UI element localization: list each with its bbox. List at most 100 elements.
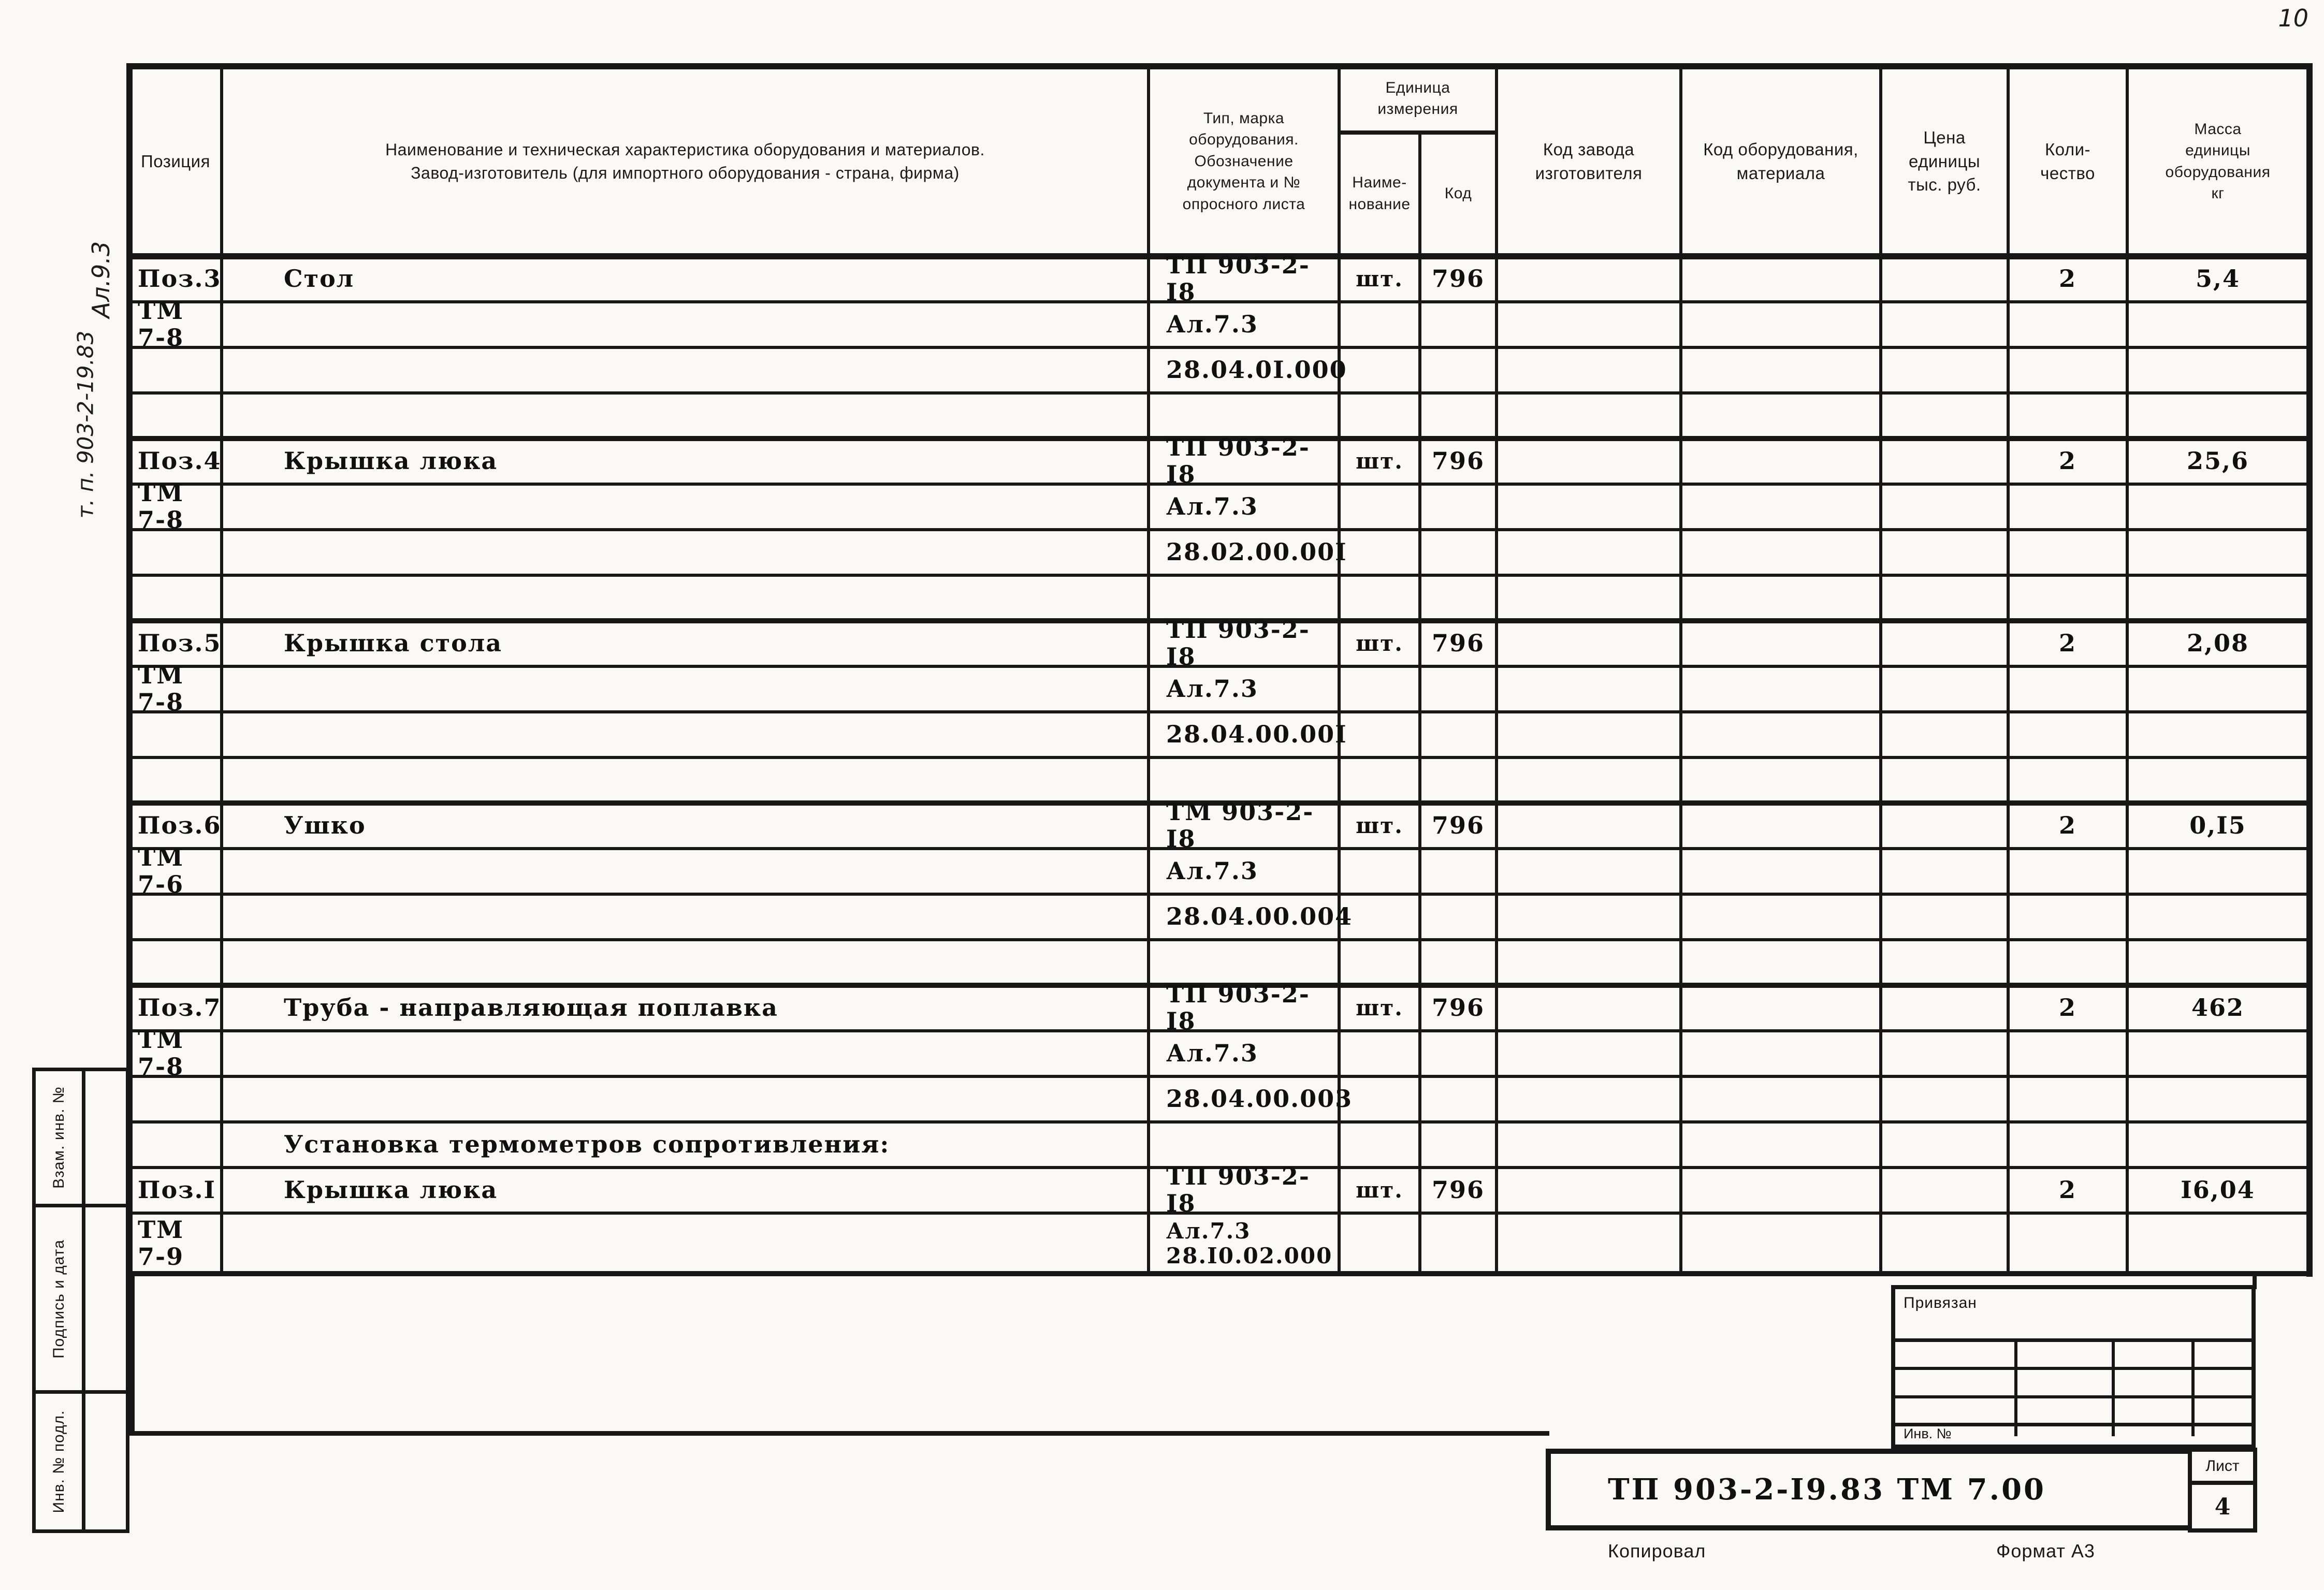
cell-mass: 5,4	[2195, 265, 2241, 293]
table-grid-line	[126, 63, 133, 1277]
cell-pos: Поз.I	[138, 1176, 216, 1204]
table-grid-line	[129, 847, 2308, 850]
sheet-label-cell: Лист	[2188, 1448, 2257, 1485]
cell-unit: шт.	[1356, 448, 1403, 474]
footer-format-label: Формат А3	[1996, 1540, 2095, 1562]
cell-doc: 28.02.00.00I	[1166, 538, 1347, 566]
table-grid-line	[129, 710, 2308, 713]
cell-qty: 2	[2058, 265, 2076, 293]
col-header-quantity: Коли- чество	[2040, 139, 2095, 183]
cell-qty: 2	[2058, 447, 2076, 475]
table-grid-line	[1495, 66, 1498, 1274]
cell-name: Стол	[284, 265, 355, 293]
table-grid-line	[1339, 130, 1497, 135]
table-grid-line	[129, 1120, 2308, 1124]
cell-code: 796	[1431, 994, 1485, 1022]
table-grid-line	[129, 1075, 2308, 1078]
cell-pos: ТМ 7-8	[138, 1026, 184, 1081]
cell-doc: 28.04.00.003	[1166, 1085, 1353, 1113]
cell-doc: ТП 903-2-I8	[1166, 251, 1310, 306]
cell-qty: 2	[2058, 994, 2076, 1022]
privyazan-label: Привязан	[1904, 1294, 1977, 1311]
col-header-unit-code: Код	[1444, 184, 1472, 202]
cell-doc: Ал.7.3	[1166, 310, 1258, 339]
cell-code: 796	[1431, 447, 1485, 475]
cell-doc: Ал.7.3	[1166, 857, 1258, 885]
col-header-name: Наименование и техническая характеристик…	[385, 140, 985, 182]
col-header-equipment-code: Код оборудования, материала	[1703, 139, 1858, 183]
cell-doc: ТП 903-2-I8	[1166, 1162, 1310, 1217]
cell-unit: шт.	[1356, 813, 1403, 839]
cell-name: Ушко	[284, 811, 366, 840]
frame-right-stub	[2253, 1274, 2257, 1289]
stamp-divider	[82, 1207, 85, 1390]
table-grid-line	[129, 483, 2308, 486]
col-header-factory-code: Код завода изготовителя	[1535, 139, 1643, 183]
cell-code: 796	[1431, 1176, 1485, 1204]
stamp-divider	[82, 1071, 85, 1204]
cell-qty: 2	[2058, 811, 2076, 840]
table-grid-line	[129, 574, 2308, 577]
table-grid-line	[129, 893, 2308, 896]
cell-name: Крышка стола	[284, 629, 503, 658]
cell-code: 796	[1431, 629, 1485, 658]
cell-doc: ТП 903-2-I8	[1166, 616, 1310, 670]
cell-qty: 2	[2058, 1176, 2076, 1204]
title-doc-box: ТП 903-2-I9.83 ТМ 7.00	[1546, 1449, 2193, 1530]
cell-unit: шт.	[1356, 266, 1403, 292]
table-grid-line	[2007, 66, 2010, 1274]
cell-pos: Поз.4	[138, 447, 222, 475]
col-header-unit-group: Единица измерения	[1377, 79, 1458, 118]
table-grid-line	[129, 1029, 2308, 1032]
stamp-cell-inv: Инв. № подл.	[32, 1390, 129, 1533]
sheet-number: 4	[2214, 1493, 2231, 1520]
cell-doc: 28.04.0I.000	[1166, 356, 1347, 384]
table-grid-line	[1418, 130, 1421, 1274]
table-grid-line	[129, 618, 2308, 623]
stamp-label-inv: Инв. № подл.	[50, 1410, 67, 1513]
frame-bottom-line	[129, 1431, 1549, 1436]
table-grid-line	[1147, 66, 1150, 1274]
cell-name: Крышка люка	[284, 1176, 498, 1204]
cell-pos: ТМ 7-8	[138, 661, 184, 716]
cell-doc: Ал.7.3	[1166, 1039, 1258, 1068]
table-grid-line	[129, 1212, 2308, 1215]
cell-mass: 25,6	[2186, 447, 2249, 475]
privyazan-box: Привязан Инв. №	[1891, 1285, 2256, 1449]
inv-number-label: Инв. №	[1904, 1426, 1952, 1441]
table-grid-line	[129, 800, 2308, 806]
table-grid-line	[129, 253, 2308, 259]
cell-name: Установка термометров сопротивления:	[284, 1130, 890, 1159]
handwritten-page-number: 10	[2278, 4, 2308, 32]
table-grid-line	[126, 1271, 2312, 1276]
cell-doc: ТП 903-2-I8	[1166, 980, 1310, 1035]
cell-doc: Ал.7.3 28.I0.02.000	[1166, 1218, 1333, 1268]
table-grid-line	[2126, 66, 2129, 1274]
table-grid-line	[129, 391, 2308, 395]
table-grid-line	[129, 938, 2308, 941]
col-header-type-mark: Тип, марка оборудования. Обозначение док…	[1182, 110, 1305, 213]
table-grid-line	[129, 756, 2308, 759]
cell-doc: Ал.7.3	[1166, 675, 1258, 703]
cell-doc: Ал.7.3	[1166, 492, 1258, 521]
cell-code: 796	[1431, 265, 1485, 293]
table-grid-line	[129, 436, 2308, 441]
cell-pos: Поз.5	[138, 629, 222, 658]
sheet-number-cell: 4	[2188, 1481, 2257, 1533]
cell-pos: ТМ 7-8	[138, 297, 184, 352]
table-grid-line	[220, 66, 223, 1274]
table-grid-line	[1338, 66, 1341, 1274]
cell-pos: ТМ 7-9	[138, 1215, 184, 1271]
table-grid-line	[129, 346, 2308, 349]
col-header-mass: Масса единицы оборудования кг	[2165, 120, 2271, 202]
cell-pos: ТМ 7-6	[138, 843, 184, 898]
cell-name: Крышка люка	[284, 447, 498, 475]
cell-mass: 462	[2191, 994, 2245, 1022]
stamp-divider	[82, 1394, 85, 1529]
col-header-price: Цена единицы тыс. руб.	[1908, 128, 1981, 195]
sheet-label: Лист	[2205, 1457, 2240, 1475]
cell-pos: Поз.3	[138, 265, 222, 293]
cell-mass: 2,08	[2186, 629, 2249, 658]
